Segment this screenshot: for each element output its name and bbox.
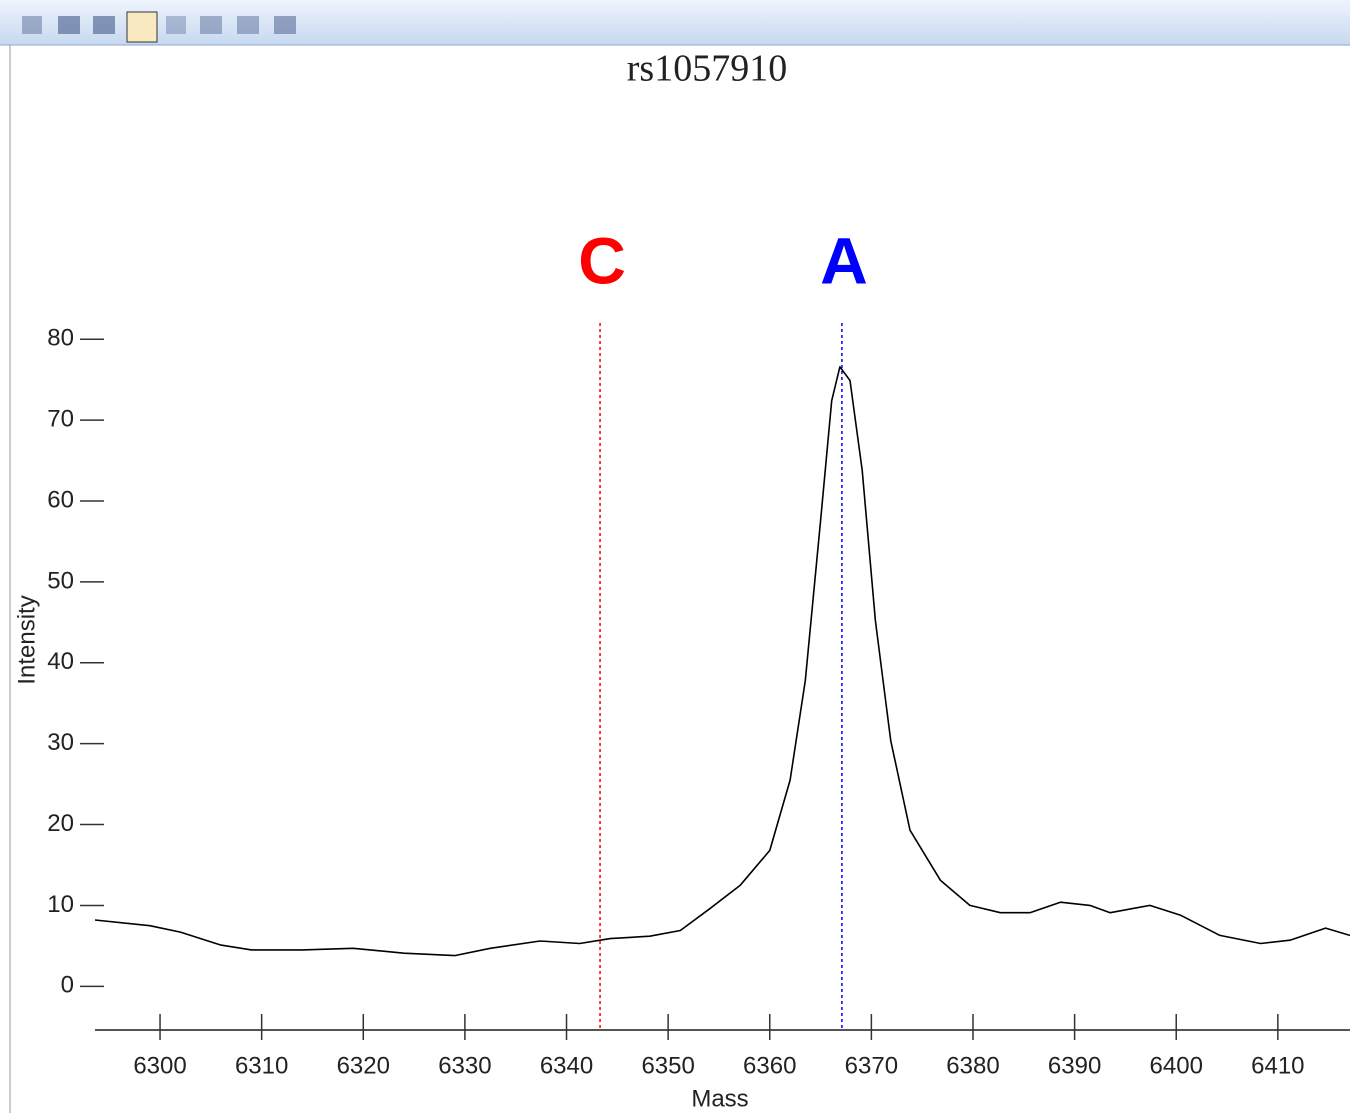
tool-button[interactable] — [200, 16, 222, 34]
tool-button-active[interactable] — [126, 11, 158, 43]
x-axis-label: Mass — [691, 1085, 748, 1112]
tool-button[interactable] — [22, 16, 42, 34]
y-tick-label: 70 — [47, 405, 74, 432]
y-tick-label: 80 — [47, 325, 74, 352]
x-tick-label: 6350 — [641, 1052, 694, 1079]
x-tick-label: 6330 — [438, 1052, 491, 1079]
toolbar-icons — [22, 11, 296, 43]
x-tick-label: 6400 — [1150, 1052, 1203, 1079]
x-tick-label: 6300 — [133, 1052, 186, 1079]
x-tick-label: 6340 — [540, 1052, 593, 1079]
tool-button[interactable] — [58, 16, 80, 34]
x-tick-label: 6410 — [1251, 1052, 1304, 1079]
tool-button[interactable] — [93, 16, 115, 34]
x-tick-label: 6370 — [845, 1052, 898, 1079]
tool-button[interactable] — [166, 16, 186, 34]
x-tick-label: 6380 — [946, 1052, 999, 1079]
x-tick-label: 6360 — [743, 1052, 796, 1079]
marker-label: C — [578, 223, 626, 297]
tool-button[interactable] — [237, 16, 259, 34]
y-tick-label: 50 — [47, 567, 74, 594]
chart-title: rs1057910 — [627, 48, 787, 90]
toolbar — [0, 0, 1350, 45]
y-tick-label: 40 — [47, 648, 74, 675]
x-tick-label: 6390 — [1048, 1052, 1101, 1079]
y-tick-label: 60 — [47, 486, 74, 513]
y-axis-label: Intensity — [13, 595, 40, 684]
y-tick-label: 30 — [47, 729, 74, 756]
tool-button[interactable] — [274, 16, 296, 34]
x-tick-label: 6320 — [337, 1052, 390, 1079]
x-tick-label: 6310 — [235, 1052, 288, 1079]
y-tick-label: 10 — [47, 891, 74, 918]
y-tick-label: 20 — [47, 810, 74, 837]
marker-label: A — [820, 223, 868, 297]
series-line — [94, 366, 1350, 957]
y-tick-label: 0 — [61, 972, 74, 999]
